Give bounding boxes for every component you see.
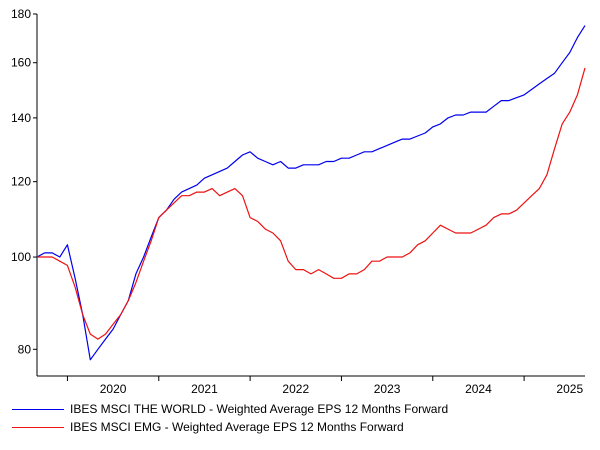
legend-item-world: IBES MSCI THE WORLD - Weighted Average E…: [12, 400, 448, 418]
y-tick-label: 120: [11, 175, 31, 189]
y-tick-label: 180: [11, 7, 31, 21]
y-tick-label: 160: [11, 56, 31, 70]
chart-axes: [36, 14, 585, 377]
chart-series: [36, 25, 586, 361]
chart-ticks: 80 100 120 140 160 180 2020 2021 2022 2023 2024 202…: [11, 7, 583, 396]
y-tick-label: 140: [11, 111, 31, 125]
x-tick-label: 2020: [100, 382, 127, 396]
x-tick-label: 2025: [556, 382, 583, 396]
series-line-world: [36, 25, 586, 361]
legend-swatch-emg: [12, 426, 64, 428]
x-tick-label: 2022: [282, 382, 309, 396]
series-line-emg: [37, 67, 586, 340]
legend-label-world: IBES MSCI THE WORLD - Weighted Average E…: [70, 402, 449, 416]
y-tick-label: 100: [11, 250, 31, 264]
x-tick-label: 2024: [465, 382, 492, 396]
chart-legend: IBES MSCI THE WORLD - Weighted Average E…: [12, 400, 448, 436]
legend-swatch-world: [12, 408, 64, 410]
y-tick-label: 80: [18, 342, 32, 356]
legend-item-emg: IBES MSCI EMG - Weighted Average EPS 12 …: [12, 418, 448, 436]
x-tick-label: 2021: [191, 382, 218, 396]
x-tick-label: 2023: [374, 382, 401, 396]
legend-label-emg: IBES MSCI EMG - Weighted Average EPS 12 …: [70, 420, 404, 434]
